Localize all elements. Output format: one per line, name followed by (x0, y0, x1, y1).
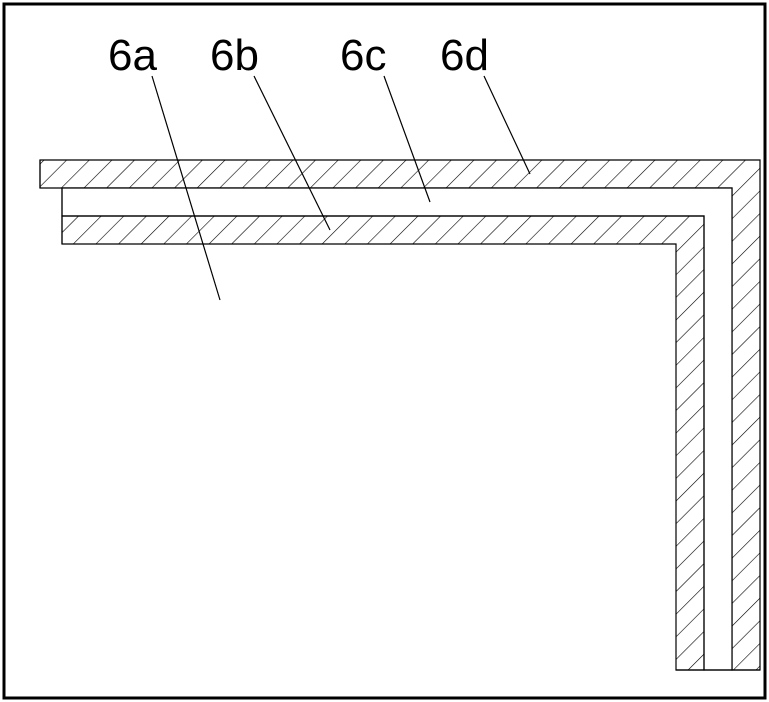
label-b: 6b (210, 31, 259, 80)
label-a: 6a (108, 31, 157, 80)
layer-diagram: 6a 6b 6c 6d (0, 0, 769, 702)
label-c: 6c (340, 31, 386, 80)
layer-6a (62, 244, 676, 670)
label-d: 6d (440, 31, 489, 80)
